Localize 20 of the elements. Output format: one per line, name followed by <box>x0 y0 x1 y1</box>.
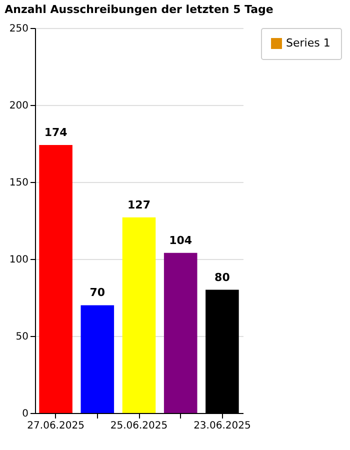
y-tick-label: 100 <box>9 254 28 266</box>
data-label: 80 <box>214 270 230 284</box>
y-tick-label: 150 <box>9 178 28 188</box>
y-tick-label: 0 <box>22 408 28 420</box>
y-tick-label: 250 <box>9 24 28 34</box>
y-tick-label: 50 <box>16 332 28 342</box>
bar <box>164 252 198 413</box>
text: Series 1 <box>286 36 330 50</box>
chart-title: Anzahl Ausschreibungen der letzten 5 Tage <box>4 3 274 16</box>
x-tick-label: 25.06.2025 <box>110 420 168 432</box>
x-tick-label: 27.06.2025 <box>27 420 84 432</box>
data-label: 174 <box>44 126 68 140</box>
x-tick-label: 23.06.2025 <box>194 420 251 432</box>
bar <box>122 217 156 413</box>
y-tick-label: 200 <box>9 100 28 112</box>
bar <box>39 145 72 413</box>
bar <box>80 305 114 413</box>
data-label: 127 <box>128 198 150 212</box>
data-label: 104 <box>169 234 192 247</box>
data-label: 70 <box>90 286 106 300</box>
